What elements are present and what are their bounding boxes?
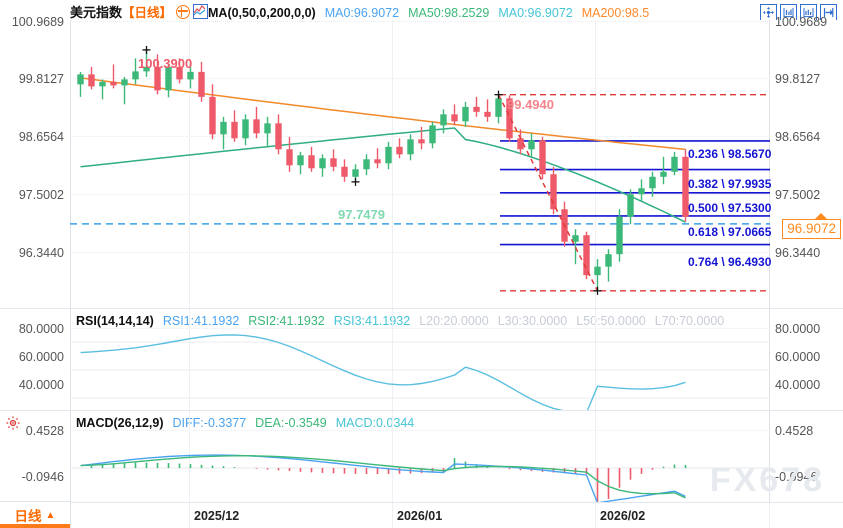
rsi-panel: RSI(14,14,14) RSI1:41.1932 RSI2:41.1932 RSI… — [0, 309, 843, 410]
fib-label-0764: 0.764 \ 96.4930 — [688, 255, 772, 269]
x-label-0: 2025/12 — [194, 509, 240, 523]
gridline — [189, 309, 190, 410]
rsi-l70-value: L70:70.0000 — [654, 314, 725, 328]
rsi-tick-right: 40.0000 — [775, 378, 821, 392]
ma-settings-label[interactable]: MA(0,50,0,200,0,0) — [208, 6, 316, 20]
gridline — [595, 411, 596, 502]
rsi-tick-left: 60.0000 — [18, 350, 64, 364]
y-tick-left: 96.3440 — [18, 246, 64, 260]
ma-indicator-icon[interactable] — [193, 4, 208, 19]
rsi-legend: RSI(14,14,14) RSI1:41.1932 RSI2:41.1932 RSI… — [76, 314, 724, 328]
gridline — [189, 411, 190, 502]
y-tick-right: 99.8127 — [775, 72, 821, 86]
timeframe-button-label: 日线 — [14, 509, 42, 524]
gridline — [70, 78, 770, 79]
gridline — [392, 20, 393, 308]
rsi-tick-right: 80.0000 — [775, 322, 821, 336]
macd-value: MACD:0.0344 — [335, 416, 415, 430]
y-tick-left: 100.9689 — [11, 15, 64, 29]
rsi-settings-label[interactable]: RSI(14,14,14) — [76, 314, 154, 328]
gridline — [595, 20, 596, 308]
macd-tick-left: 0.4528 — [25, 424, 64, 438]
gridline — [70, 194, 770, 195]
fib-label-0500: 0.500 \ 97.5300 — [688, 201, 772, 215]
fib-label-0236: 0.236 \ 98.5670 — [688, 147, 772, 161]
rsi-l30-value: L30:30.0000 — [497, 314, 568, 328]
y-tick-right: 100.9689 — [775, 15, 828, 29]
gridline — [392, 309, 393, 410]
fib-label-0618: 0.618 \ 97.0665 — [688, 225, 772, 239]
macd-panel: MACD(26,12,9) DIFF:-0.3377 DEA:-0.3549 MACD… — [0, 411, 843, 502]
time-axis — [0, 503, 843, 528]
rsi-tick-left: 40.0000 — [18, 378, 64, 392]
macd-series — [70, 454, 770, 502]
sun-settings-icon[interactable] — [6, 416, 20, 430]
swing-low-label: 97.7479 — [338, 207, 385, 222]
main-legend: 美元指数【日线】 MA(0,50,0,200,0,0) MA0:96.9072 MA… — [70, 4, 649, 20]
gridline — [70, 21, 770, 22]
gridline — [392, 411, 393, 502]
timeframe-active-underline — [0, 524, 70, 528]
y-tick-right: 97.5002 — [775, 188, 821, 202]
timeframe-label: 【日线】 — [122, 6, 173, 20]
candlestick-series — [70, 45, 770, 295]
price-tag-arrow — [815, 213, 827, 219]
swing-high-label: 100.3900 — [138, 56, 193, 71]
rsi-l20-value: L20:20.0000 — [419, 314, 489, 328]
price-panel: 100.3900 99.4940 97.7479 95.5660 0.236 \… — [0, 15, 843, 326]
y-tick-left: 99.8127 — [18, 72, 64, 86]
rsi-tick-left: 80.0000 — [18, 322, 64, 336]
macd-settings-label[interactable]: MACD(26,12,9) — [76, 416, 164, 430]
chart-tools — [760, 4, 837, 21]
scroll-to-latest-icon[interactable] — [820, 4, 837, 21]
watermark: FX678 — [709, 461, 825, 499]
current-price-tag[interactable]: 96.9072 — [782, 219, 841, 239]
ma0-second-value: MA0:96.9072 — [498, 6, 573, 20]
y-tick-left: 97.5002 — [18, 188, 64, 202]
x-label-2: 2026/02 — [600, 509, 646, 523]
fib-label-0382: 0.382 \ 97.9935 — [688, 177, 772, 191]
x-label-1: 2026/01 — [397, 509, 443, 523]
macd-legend: MACD(26,12,9) DIFF:-0.3377 DEA:-0.3549 MACD… — [76, 416, 414, 430]
y-tick-right: 98.6564 — [775, 130, 821, 144]
macd-diff-value: DIFF:-0.3377 — [172, 416, 247, 430]
rsi2-value: RSI2:41.1932 — [248, 314, 325, 328]
swing-high-2-label: 99.4940 — [507, 97, 554, 112]
gridline — [70, 136, 770, 137]
macd-tick-left: -0.0946 — [21, 470, 64, 484]
y-tick-left: 98.6564 — [18, 130, 64, 144]
rsi-series — [70, 334, 770, 410]
symbol-title: 美元指数 — [70, 5, 123, 20]
ma0-value: MA0:96.9072 — [324, 6, 400, 20]
circle-plus-icon[interactable] — [175, 5, 190, 19]
fit-left-icon[interactable] — [780, 4, 797, 21]
rsi1-value: RSI1:41.1932 — [162, 314, 240, 328]
gridline — [70, 252, 770, 253]
triangle-up-icon: ▲ — [45, 509, 56, 521]
macd-tick-right: 0.4528 — [775, 424, 814, 438]
macd-dea-value: DEA:-0.3549 — [255, 416, 327, 430]
ma200-value: MA200:98.5 — [581, 6, 650, 20]
y-tick-right: 96.3440 — [775, 246, 821, 260]
gridline — [70, 430, 770, 431]
rsi-l50-value: L50:50.0000 — [576, 314, 646, 328]
gridline — [189, 20, 190, 308]
timeframe-button[interactable]: 日线 ▲ — [0, 501, 71, 528]
macd-tick-right: -0.0946 — [775, 470, 818, 484]
rsi3-value: RSI3:41.1932 — [333, 314, 411, 328]
gridline — [70, 328, 770, 329]
gridline — [595, 309, 596, 410]
ma50-value: MA50:98.2529 — [408, 6, 490, 20]
rsi-tick-right: 60.0000 — [775, 350, 821, 364]
